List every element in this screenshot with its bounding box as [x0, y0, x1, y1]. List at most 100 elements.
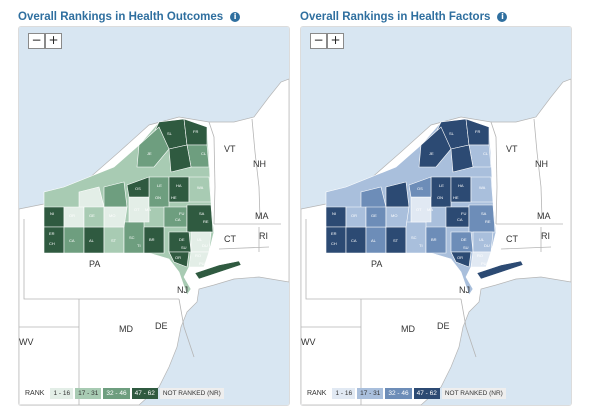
state-label-ri: RI	[259, 231, 268, 241]
health-factors-map[interactable]: SL FR CL JE LE HA WA OS ON HE FU SA NI O…	[300, 26, 572, 406]
county-label: BR	[149, 237, 155, 242]
county-label: HE	[171, 195, 177, 200]
county-label: RE	[203, 219, 209, 224]
county-label: TI	[419, 243, 423, 248]
legend-item: 47 - 62	[131, 388, 158, 399]
legend-item: 17 - 31	[75, 388, 102, 399]
county-label: OS	[417, 186, 423, 191]
state-label-md: MD	[119, 324, 133, 334]
county-label: UL	[479, 237, 485, 242]
county-label: JE	[429, 151, 434, 156]
state-label-pa: PA	[371, 259, 382, 269]
state-borders	[301, 118, 563, 405]
county-label: ON	[155, 195, 161, 200]
map-canvas[interactable]: SL FR CL JE LE HA WA OS ON HE FU SA NI O…	[19, 27, 289, 405]
county-regions	[43, 118, 214, 268]
county-label: BR	[431, 237, 437, 242]
county-label: FR	[193, 129, 198, 134]
county-label: MO	[109, 213, 115, 218]
county-label: AL	[371, 238, 377, 243]
map-canvas[interactable]: SL FR CL JE LE HA WA OS ON HE FU SA NI O…	[301, 27, 571, 405]
county-label: MA	[145, 207, 151, 212]
legend-item: 1 - 16	[332, 388, 356, 399]
health-factors-panel: Overall Rankings in Health Factors i	[296, 0, 574, 414]
county-label: MO	[391, 213, 397, 218]
county-label: GE	[89, 213, 95, 218]
health-outcomes-map[interactable]: SL FR CL JE LE HA WA OS ON HE FU SA NI O…	[18, 26, 290, 406]
county-label: DU	[484, 243, 490, 248]
state-label-nh: NH	[535, 159, 548, 169]
county-label: SU	[463, 245, 469, 250]
state-label-pa: PA	[89, 259, 100, 269]
county-label: FR	[475, 129, 480, 134]
county-label: OS	[135, 186, 141, 191]
legend: RANK 1 - 16 17 - 31 32 - 46 47 - 62 NOT …	[25, 387, 226, 400]
legend-item: 47 - 62	[413, 388, 440, 399]
county-label: OR	[351, 213, 357, 218]
state-label-ma: MA	[255, 211, 269, 221]
county-label: SL	[167, 131, 173, 136]
county-label: FU	[179, 211, 184, 216]
legend: RANK 1 - 16 17 - 31 32 - 46 47 - 62 NOT …	[307, 387, 508, 400]
county-labels: SL FR CL JE LE HA WA OS ON HE FU SA NI O…	[49, 129, 209, 266]
county-label: NI	[332, 211, 336, 216]
info-icon[interactable]: i	[230, 12, 241, 22]
zoom-out-button[interactable]: −	[310, 33, 327, 49]
zoom-in-button[interactable]: +	[327, 33, 344, 49]
county-label: SA	[481, 211, 487, 216]
county-label: FU	[461, 211, 466, 216]
state-label-de: DE	[437, 321, 450, 331]
state-label-nh: NH	[253, 159, 266, 169]
state-label-ri: RI	[541, 231, 550, 241]
county-label: PU	[199, 261, 205, 266]
state-borders	[19, 118, 281, 405]
county-label: OR	[457, 255, 463, 260]
zoom-out-button[interactable]: −	[28, 33, 45, 49]
county-label: CA	[69, 238, 75, 243]
county-label: OR	[175, 255, 181, 260]
county-label: OR	[69, 213, 75, 218]
state-label-nj: NJ	[177, 285, 188, 295]
state-label-ct: CT	[224, 234, 236, 244]
county-label: PU	[481, 261, 487, 266]
legend-item: 32 - 46	[103, 388, 130, 399]
county-label: LE	[157, 183, 162, 188]
county-label: DU	[202, 243, 208, 248]
county-label: CH	[331, 241, 337, 246]
county-label: ER	[331, 231, 337, 236]
panel-title-text: Overall Rankings in Health Outcomes	[18, 11, 224, 23]
legend-label: RANK	[25, 390, 45, 397]
legend-item: 17 - 31	[357, 388, 384, 399]
county-label: GE	[371, 213, 377, 218]
county-label: CA	[175, 217, 181, 222]
county-label: HA	[458, 183, 464, 188]
county-label: JE	[147, 151, 152, 156]
county-label: RO	[195, 253, 201, 258]
legend-item: 32 - 46	[385, 388, 412, 399]
county-label: LE	[439, 183, 444, 188]
zoom-in-button[interactable]: +	[45, 33, 62, 49]
county-label: TI	[137, 243, 141, 248]
state-label-ma: MA	[537, 211, 551, 221]
legend-label: RANK	[307, 390, 327, 397]
legend-item: 1 - 16	[50, 388, 74, 399]
county-label: CA	[351, 238, 357, 243]
county-label: MA	[427, 207, 433, 212]
state-label-wv: WV	[301, 337, 316, 347]
county-label: DE	[461, 237, 467, 242]
county-label: CH	[49, 241, 55, 246]
state-label-vt: VT	[506, 144, 518, 154]
county-label: ON	[437, 195, 443, 200]
county-label: DE	[179, 237, 185, 242]
county-label: ST	[393, 238, 399, 243]
info-icon[interactable]: i	[497, 12, 508, 22]
county-label: OT	[416, 207, 422, 212]
county-labels: SL FR CL JE LE HA WA OS ON HE FU SA NI O…	[331, 129, 491, 266]
legend-item: NOT RANKED (NR)	[159, 388, 224, 399]
county-label: SA	[199, 211, 205, 216]
county-label: NI	[50, 211, 54, 216]
county-label: CL	[201, 151, 207, 156]
county-label: SL	[449, 131, 455, 136]
state-label-wv: WV	[19, 337, 34, 347]
